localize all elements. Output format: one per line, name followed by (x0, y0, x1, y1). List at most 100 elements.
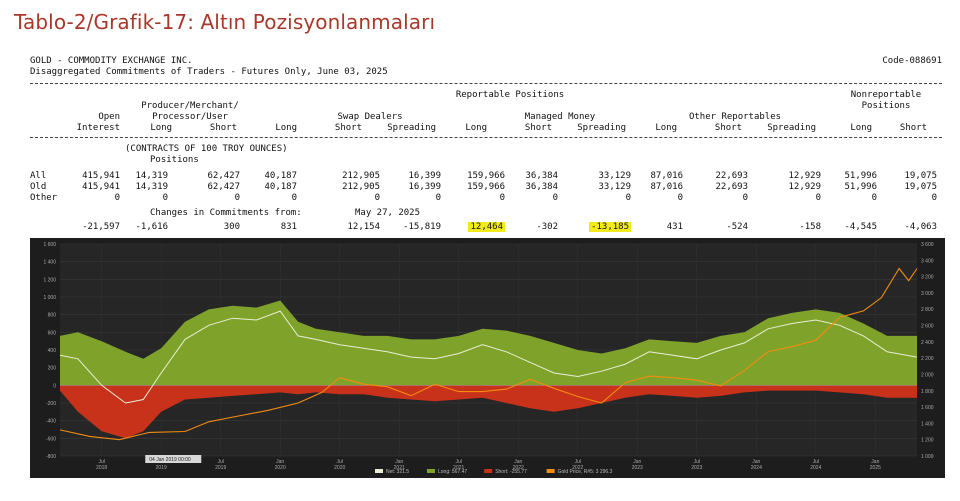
gold-price-line (59, 267, 918, 441)
changes-label: Changes in Commitments from: (150, 208, 302, 218)
x-tick-label: 2021 (453, 465, 464, 471)
header-short: Short (899, 123, 927, 133)
commodity-name: GOLD - COMMODITY EXCHANGE INC. (30, 56, 193, 66)
header-nonreportable: Nonreportable (850, 90, 922, 100)
page-title: Tablo-2/Grafik-17: Altın Pozisyonlanmala… (14, 10, 436, 34)
x-tick-label: Jul (813, 459, 819, 465)
positions-label: Positions (150, 155, 199, 165)
y-left-tick-label: 1 400 (43, 260, 56, 266)
x-tick-label: Jan (514, 459, 522, 465)
row-label: Old (30, 182, 47, 192)
y-right-tick-label: 3 200 (921, 275, 934, 281)
y-left-tick-label: -400 (46, 419, 56, 425)
legend-swatch (484, 469, 493, 473)
x-tick-label: Jan (276, 459, 284, 465)
y-left-tick-label: 400 (48, 348, 57, 354)
change-value: 831 (280, 222, 297, 232)
header-swap: Swap Dealers (337, 112, 403, 122)
row-value: 62,427 (207, 182, 240, 192)
y-right-tick-label: 2 600 (921, 324, 934, 330)
header-long: Long (850, 123, 872, 133)
legend-entry: Short: -255.77 (495, 469, 527, 475)
y-right-tick-label: 3 400 (921, 258, 934, 264)
row-value: 16,399 (408, 182, 441, 192)
change-value: 12,464 (445, 222, 505, 232)
contracts-note: (CONTRACTS OF 100 TROY OUNCES) (125, 144, 288, 154)
x-tick-label: 2022 (572, 465, 583, 471)
date-marker-box (145, 455, 202, 463)
row-value: 22,693 (715, 171, 748, 181)
x-tick-label: Jan (752, 459, 760, 465)
row-value: 22,693 (715, 182, 748, 192)
x-tick-label: Jul (337, 459, 343, 465)
x-tick-label: 2025 (870, 465, 881, 471)
change-value: -524 (726, 222, 748, 232)
row-value: 0 (291, 193, 297, 203)
y-right-tick-label: 1 200 (921, 438, 934, 444)
x-tick-label: Jan (395, 459, 403, 465)
change-value: -15,819 (403, 222, 441, 232)
x-tick-label: 2023 (632, 465, 643, 471)
row-value: 212,905 (342, 182, 380, 192)
row-label: All (30, 171, 47, 181)
changes-date: May 27, 2025 (355, 208, 421, 218)
highlighted-change: 12,464 (468, 222, 505, 232)
row-value: 212,905 (342, 171, 380, 181)
change-value: 431 (666, 222, 683, 232)
y-right-tick-label: 2 800 (921, 307, 934, 313)
row-value: 19,075 (904, 171, 937, 181)
header-short: Short (334, 123, 362, 133)
net-line (59, 310, 918, 404)
change-value: 12,154 (347, 222, 380, 232)
header-short: Short (714, 123, 742, 133)
header-reportable: Reportable Positions (455, 90, 565, 100)
row-value: 159,966 (467, 182, 505, 192)
y-left-tick-label: 0 (53, 383, 56, 389)
header-pmpu-2: Processor/User (152, 112, 228, 122)
header-long: Long (655, 123, 677, 133)
divider (30, 83, 942, 84)
x-tick-label: Jan (633, 459, 641, 465)
x-tick-label: Jul (98, 459, 104, 465)
long-area (60, 300, 917, 386)
row-label: Other (30, 193, 58, 203)
legend-entry: Net: 321.5 (386, 469, 409, 475)
row-value: 87,016 (650, 171, 683, 181)
short-area (60, 385, 917, 439)
row-value: 0 (871, 193, 877, 203)
header-other: Other Reportables (688, 112, 782, 122)
report-code: Code-088691 (882, 56, 942, 66)
header-long: Long (465, 123, 487, 133)
y-left-tick-label: 800 (48, 313, 57, 319)
divider (30, 137, 942, 138)
row-value: 36,384 (525, 182, 558, 192)
header-interest: Interest (76, 123, 120, 133)
cot-report: GOLD - COMMODITY EXCHANGE INC. Code-0886… (30, 56, 942, 234)
row-value: 0 (499, 193, 505, 203)
date-marker-label: 04 Jan 2019 00:00 (149, 457, 191, 463)
header-short: Short (209, 123, 237, 133)
y-right-tick-label: 2 000 (921, 372, 934, 378)
x-tick-label: 2023 (691, 465, 702, 471)
row-value: 87,016 (650, 182, 683, 192)
change-value: -4,545 (844, 222, 877, 232)
row-value: 40,187 (264, 171, 297, 181)
y-right-tick-label: 2 400 (921, 340, 934, 346)
row-value: 415,941 (82, 182, 120, 192)
change-value: -13,185 (565, 222, 631, 232)
header-spreading: Spreading (577, 123, 626, 133)
row-value: 0 (435, 193, 441, 203)
x-tick-label: Jul (575, 459, 581, 465)
x-tick-label: Jul (456, 459, 462, 465)
y-left-tick-label: 200 (48, 366, 57, 372)
y-left-tick-label: 1 000 (43, 295, 56, 301)
header-managed: Managed Money (524, 112, 596, 122)
x-tick-label: 2018 (96, 465, 107, 471)
x-tick-label: 2020 (334, 465, 345, 471)
row-value: 0 (552, 193, 558, 203)
y-left-tick-label: -800 (46, 454, 56, 460)
x-tick-label: 2024 (751, 465, 762, 471)
x-tick-label: 2019 (215, 465, 226, 471)
y-left-tick-label: -200 (46, 401, 56, 407)
row-value: 0 (625, 193, 631, 203)
